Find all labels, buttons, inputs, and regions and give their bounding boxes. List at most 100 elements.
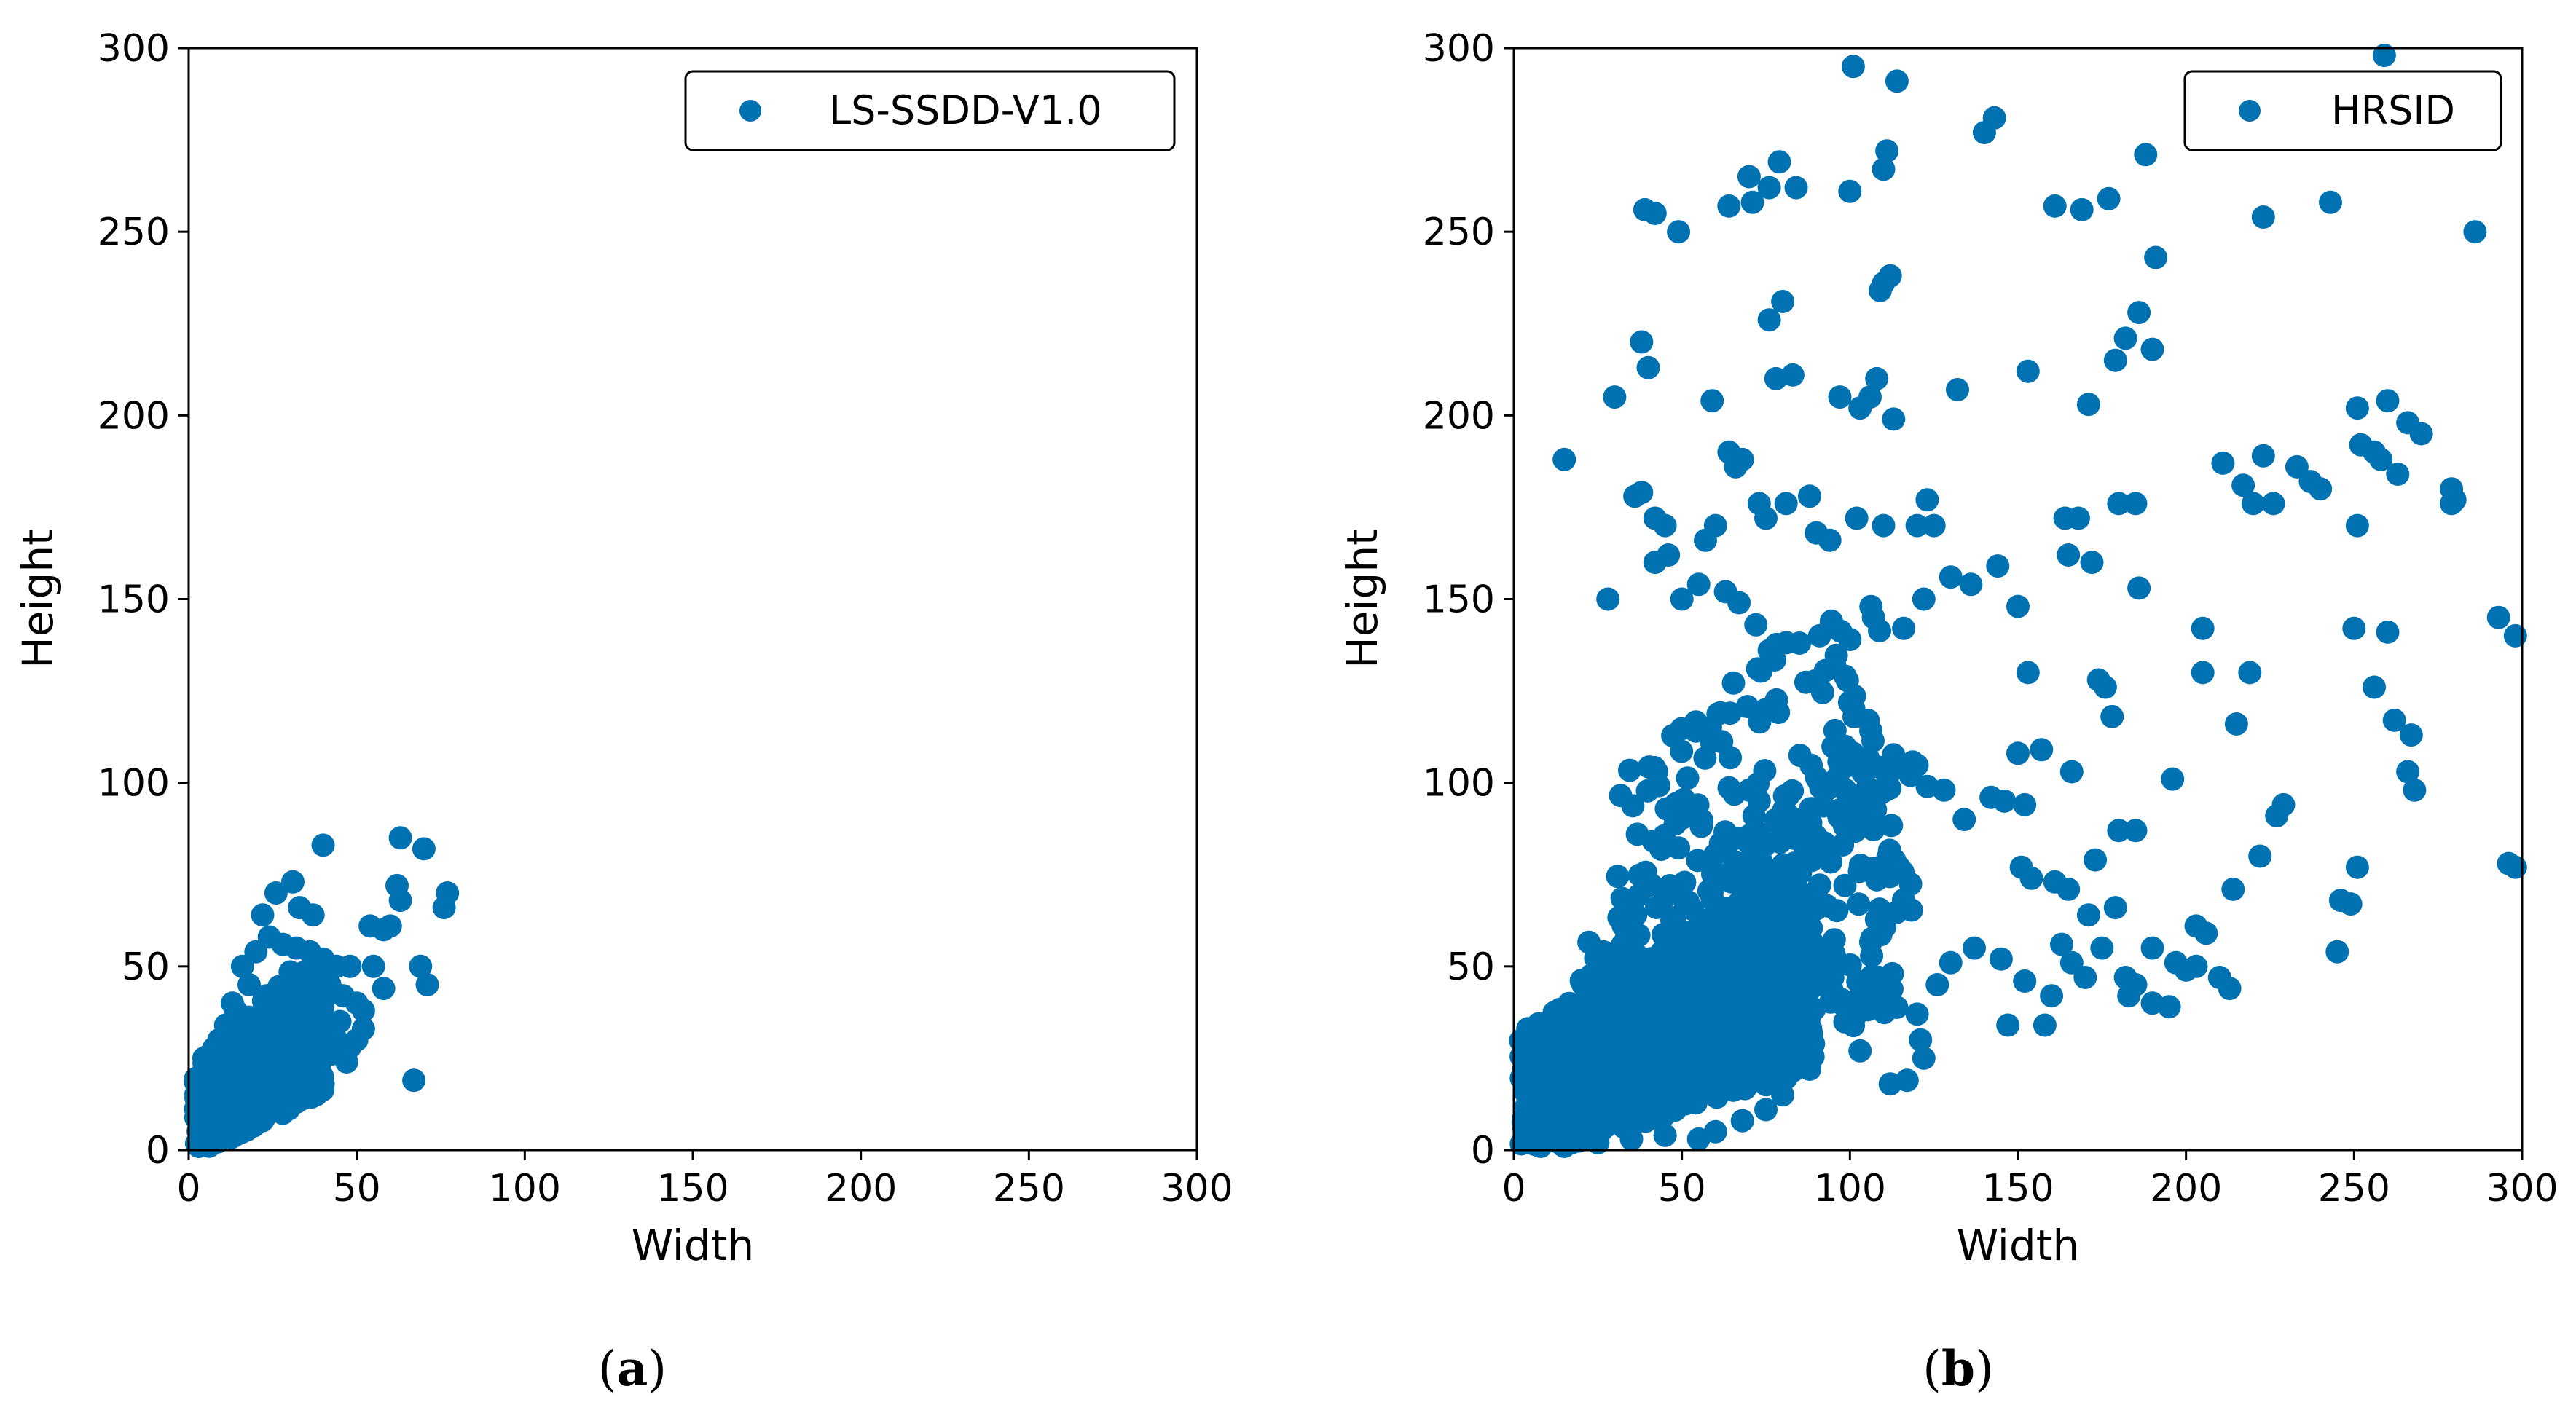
scatter-point: [1747, 492, 1771, 516]
scatter-point: [1898, 763, 1923, 787]
scatter-point: [1657, 543, 1681, 567]
scatter-point: [1700, 879, 1724, 902]
scatter-point: [1718, 701, 1742, 725]
scatter-point: [2013, 969, 2037, 993]
y-tick-label: 300: [98, 27, 170, 71]
scatter-point: [1670, 587, 1694, 611]
x-tick-label: 250: [2318, 1167, 2390, 1211]
scatter-point: [261, 1083, 285, 1107]
scatter-point: [2238, 661, 2262, 685]
scatter-point: [1536, 1103, 1560, 1127]
scatter-point: [361, 954, 385, 978]
x-tick-label: 150: [1982, 1167, 2054, 1211]
scatter-point: [1610, 886, 1634, 910]
scatter-point: [2503, 855, 2527, 879]
scatter-point: [1774, 492, 1798, 516]
scatter-point: [1810, 680, 1834, 704]
scatter-point: [237, 973, 261, 996]
scatter-point: [2161, 767, 2185, 791]
scatter-point: [1838, 179, 1862, 203]
scatter-point: [2100, 704, 2124, 728]
scatter-point: [351, 1017, 375, 1041]
scatter-point: [1689, 814, 1713, 838]
scatter-point: [1848, 1039, 1872, 1063]
scatter-point: [1996, 1013, 2020, 1037]
scatter-point: [2059, 950, 2084, 975]
scatter-point: [1909, 1028, 1933, 1052]
scatter-point: [1963, 936, 1986, 960]
scatter-point: [402, 1068, 426, 1093]
scatter-point: [2403, 778, 2427, 802]
scatter-point: [2184, 954, 2208, 978]
scatter-point: [1759, 1040, 1783, 1064]
scatter-point: [1737, 934, 1761, 959]
scatter-point: [2057, 543, 2081, 567]
scatter-point: [2248, 844, 2272, 868]
scatter-point: [1761, 905, 1785, 929]
scatter-point: [1915, 488, 1939, 512]
scatter-point: [1740, 190, 1764, 214]
scatter-point: [1858, 385, 1882, 409]
scatter-point: [2386, 463, 2410, 486]
scatter-point: [2097, 186, 2121, 210]
scatter-point: [1698, 715, 1722, 739]
scatter-point: [2090, 936, 2114, 960]
scatter-point: [251, 903, 275, 927]
scatter-point: [1606, 865, 1630, 889]
scatter-point: [1798, 1004, 1821, 1028]
x-tick-label: 50: [1658, 1167, 1706, 1211]
scatter-point: [2443, 488, 2467, 512]
scatter-point: [2140, 337, 2164, 361]
x-tick-label: 150: [656, 1167, 729, 1211]
scatter-point: [2396, 760, 2420, 784]
scatter-point: [2363, 675, 2386, 699]
scatter-point: [1849, 974, 1873, 998]
scatter-point: [237, 1116, 261, 1140]
scatter-point: [1680, 982, 1704, 1006]
scatter-point: [378, 914, 402, 938]
scatter-point: [388, 826, 412, 850]
x-tick-label: 200: [2150, 1167, 2222, 1211]
y-tick-label: 250: [1423, 210, 1495, 254]
scatter-point: [1892, 616, 1916, 640]
scatter-point: [2486, 605, 2510, 629]
scatter-point: [2127, 576, 2151, 600]
scatter-point: [2157, 995, 2181, 1019]
scatter-point: [2503, 623, 2527, 648]
scatter-point: [1868, 897, 1891, 921]
scatter-point: [1822, 928, 1846, 952]
y-tick-label: 200: [98, 394, 170, 438]
scatter-point: [2369, 447, 2393, 471]
scatter-point: [2050, 932, 2073, 956]
scatter-point: [1717, 194, 1741, 218]
scatter-point: [1619, 1127, 1644, 1151]
scatter-point: [2113, 326, 2137, 350]
scatter-point: [2376, 389, 2400, 413]
scatter-point: [2016, 661, 2040, 685]
scatter-point: [1636, 355, 1660, 379]
scatter-point: [1517, 1088, 1542, 1112]
scatter-point: [1747, 822, 1771, 846]
scatter-point: [1861, 779, 1885, 803]
scatter-point: [1864, 814, 1887, 838]
scatter-point: [1767, 150, 1791, 174]
x-tick-label: 100: [1814, 1167, 1886, 1211]
x-tick-label: 0: [176, 1167, 200, 1211]
caption-a: (a): [598, 1340, 667, 1397]
scatter-point: [190, 1116, 214, 1140]
x-axis-label-a: Width: [632, 1221, 755, 1270]
scatter-point: [1912, 1046, 1936, 1070]
scatter-point: [1553, 1106, 1577, 1130]
scatter-point: [358, 914, 382, 938]
scatter-point: [1748, 991, 1772, 1015]
scatter-point: [1582, 1044, 1606, 1068]
y-tick-label: 250: [98, 210, 170, 254]
scatter-point: [1653, 1123, 1677, 1147]
scatter-point: [1959, 572, 1983, 597]
scatter-point: [1608, 1017, 1631, 1041]
scatter-point: [1828, 385, 1852, 409]
scatter-point: [2067, 506, 2090, 530]
scatter-point: [278, 1065, 302, 1089]
scatter-point: [1667, 220, 1691, 244]
scatter-point: [2084, 848, 2108, 872]
